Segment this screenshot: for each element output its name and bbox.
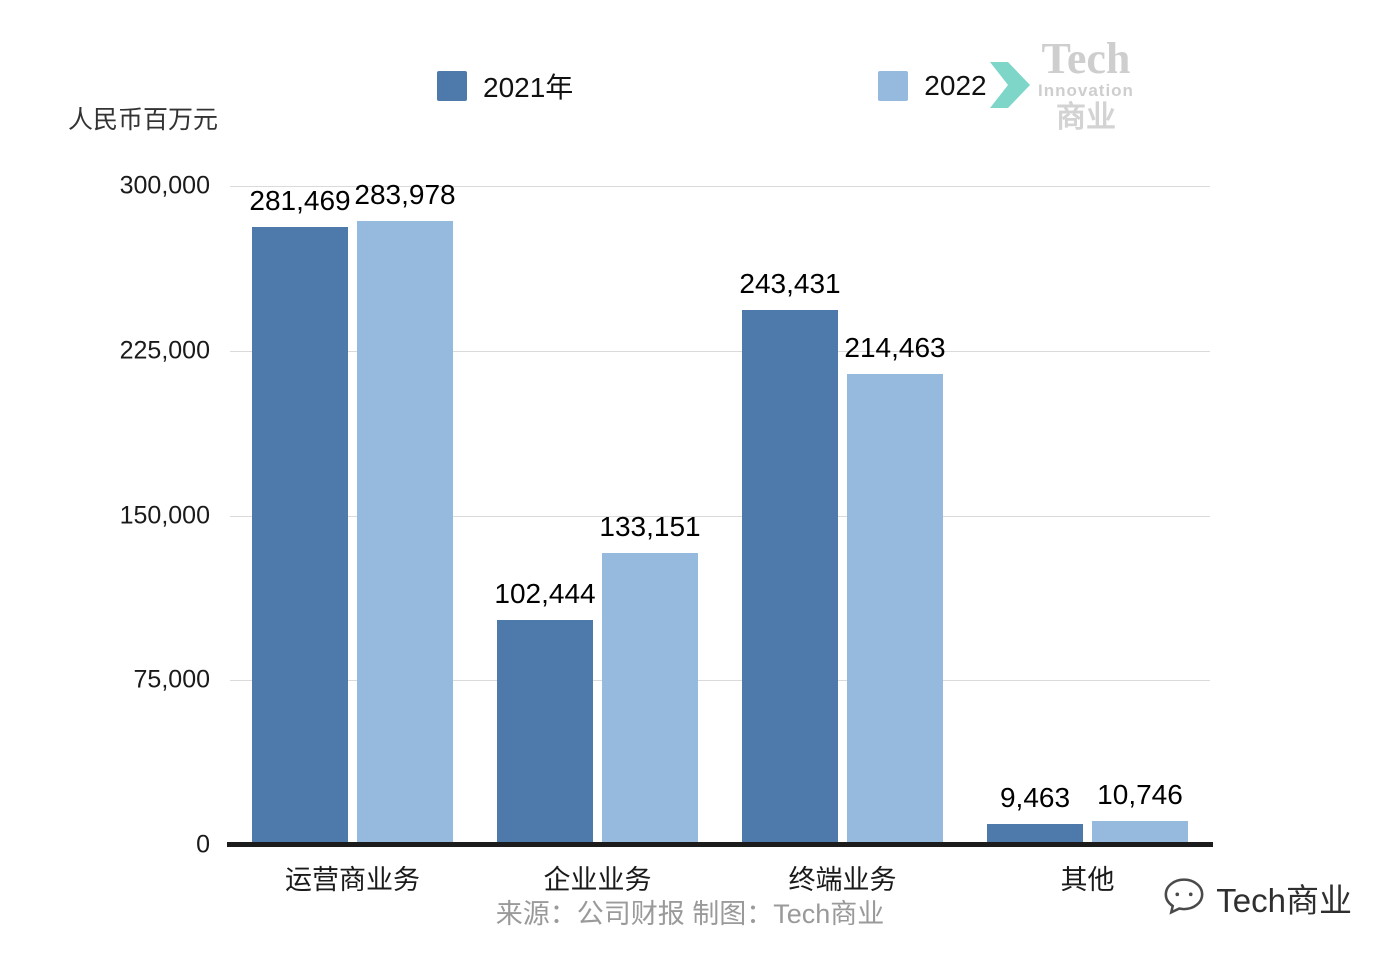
y-tick-label-75000: 75,000 — [133, 665, 210, 694]
y-tick-label-0: 0 — [196, 830, 210, 859]
brand-logo-text: Tech Innovation 商业 — [1038, 34, 1134, 135]
bar-2021年-终端业务 — [742, 310, 838, 845]
speech-bubble-icon — [1162, 876, 1206, 921]
gridline-225000 — [230, 350, 1210, 352]
y-tick-label-300000: 300,000 — [119, 171, 210, 200]
brand-subtitle: Innovation — [1038, 81, 1134, 101]
bar-2021年-运营商业务 — [252, 226, 348, 845]
brand-logo: Tech Innovation 商业 — [988, 34, 1134, 135]
bar-value-2022-其他: 10,746 — [1097, 779, 1183, 811]
bar-2022-企业业务 — [602, 552, 698, 845]
bar-value-2021年-企业业务: 102,444 — [494, 577, 596, 609]
bar-value-2021年-其他: 9,463 — [999, 782, 1071, 814]
brand-arrow-icon — [988, 58, 1032, 117]
brand-name: Tech — [1041, 34, 1131, 83]
legend-item-2022: 2022 — [878, 70, 987, 102]
x-category-label-终端业务: 终端业务 — [788, 865, 897, 895]
plot-area: 0 75,000 150,000 225,000 300,000 281,469 283,9… — [120, 172, 1213, 895]
x-category-label-其他: 其他 — [1060, 865, 1115, 895]
gridline-75000 — [230, 680, 1210, 682]
x-category-label-运营商业务: 运营商业务 — [285, 865, 420, 895]
legend-swatch-2022-icon — [878, 71, 909, 101]
bar-2022-运营商业务 — [357, 221, 453, 845]
watermark-text: Tech商业 — [1216, 882, 1352, 919]
gridline-300000 — [230, 186, 1210, 187]
bar-2021年-企业业务 — [497, 619, 593, 845]
chart-legend: 2021年 2022 — [437, 66, 987, 106]
bar-value-2022-运营商业务: 283,978 — [354, 179, 456, 211]
legend-label-2022: 2022 — [924, 70, 987, 101]
bar-2021年-其他 — [987, 824, 1083, 845]
y-tick-label-150000: 150,000 — [119, 501, 210, 529]
bar-2022-终端业务 — [847, 373, 943, 845]
x-axis-line — [227, 842, 1213, 847]
legend-swatch-2021-icon — [437, 71, 467, 101]
bar-value-2021年-终端业务: 243,431 — [739, 268, 841, 300]
brand-cn: 商业 — [1055, 101, 1116, 135]
footer-watermark: Tech商业 — [1162, 874, 1352, 922]
y-axis-unit-label: 人民币百万元 — [68, 106, 219, 134]
gridline-150000 — [230, 515, 1210, 517]
bar-value-2022-终端业务: 214,463 — [844, 331, 946, 363]
legend-item-2021: 2021年 — [437, 66, 573, 106]
bar-value-2021年-运营商业务: 281,469 — [249, 184, 351, 216]
bar-value-2022-企业业务: 133,151 — [599, 510, 701, 542]
legend-label-2021: 2021年 — [483, 72, 574, 103]
source-note: 来源：公司财报 制图：Tech商业 — [495, 899, 885, 929]
x-category-label-企业业务: 企业业务 — [543, 865, 652, 895]
y-tick-label-225000: 225,000 — [119, 336, 210, 365]
bar-2022-其他 — [1092, 821, 1188, 845]
